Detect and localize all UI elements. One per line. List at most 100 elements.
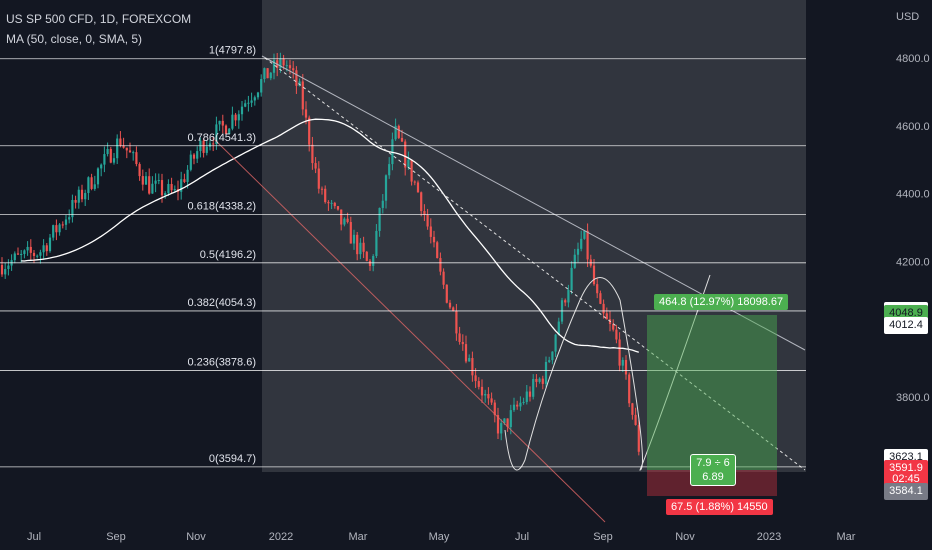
candle-body xyxy=(327,202,330,204)
candle-body xyxy=(93,184,96,189)
candle-body xyxy=(528,391,532,397)
fib-level-label: 0.382(4054.3) xyxy=(188,297,257,309)
candle-body xyxy=(516,404,519,407)
candle-body xyxy=(509,410,512,428)
candle-body xyxy=(218,120,221,125)
time-tick: Mar xyxy=(349,531,368,543)
candle-body xyxy=(404,141,407,168)
time-tick: 2023 xyxy=(757,531,781,543)
time-tick: Jul xyxy=(515,531,529,543)
candle-body xyxy=(4,269,7,275)
candle-body xyxy=(170,184,173,191)
candle-body xyxy=(420,192,423,212)
price-tick: 4800.0 xyxy=(896,53,930,65)
currency-label: USD xyxy=(896,11,919,23)
candle-body xyxy=(221,120,224,126)
candle-body xyxy=(39,252,42,256)
candle-body xyxy=(48,237,52,252)
candle-body xyxy=(157,180,160,182)
candle-body xyxy=(314,163,317,169)
candle-body xyxy=(400,137,404,142)
time-tick: Jul xyxy=(27,531,41,543)
candle-body xyxy=(564,300,567,303)
candle-body xyxy=(468,358,471,362)
candle-body xyxy=(621,359,624,366)
candle-body xyxy=(71,199,74,218)
candle-body xyxy=(484,394,487,396)
candle-body xyxy=(138,164,141,177)
candle-body xyxy=(464,344,468,362)
candle-body xyxy=(87,177,90,194)
candle-body xyxy=(186,169,189,182)
candle-body xyxy=(112,158,116,163)
candle-body xyxy=(224,125,228,135)
candle-body xyxy=(119,138,122,146)
indicator-legend[interactable]: MA (50, close, 0, SMA, 5) xyxy=(6,32,143,46)
candle-body xyxy=(16,253,20,255)
candle-body xyxy=(599,293,602,304)
candlestick-series xyxy=(0,52,640,456)
profit-zone[interactable] xyxy=(647,315,777,470)
projection-curve-2[interactable] xyxy=(619,274,711,471)
fib-level-label: 0.618(4338.2) xyxy=(188,201,257,213)
candle-body xyxy=(519,402,522,407)
candle-body xyxy=(512,404,516,411)
candle-body xyxy=(525,391,528,402)
candle-body xyxy=(541,378,544,384)
candle-body xyxy=(122,145,125,148)
candle-body xyxy=(586,230,589,260)
risk-reward-box: 7.9 ÷ 6 6.89 xyxy=(690,454,736,486)
time-tick: Sep xyxy=(106,531,126,543)
candle-body xyxy=(13,253,16,261)
projection-curve-1[interactable] xyxy=(504,277,621,471)
candle-body xyxy=(634,414,637,425)
candle-body xyxy=(61,224,64,226)
price-tick: 4600.0 xyxy=(896,121,930,133)
candle-body xyxy=(231,114,234,129)
time-tick: 2022 xyxy=(269,531,293,543)
candle-body xyxy=(496,415,500,434)
candle-body xyxy=(375,230,378,257)
candle-body xyxy=(368,260,372,266)
candle-body xyxy=(602,303,605,314)
candle-body xyxy=(266,68,269,79)
candle-body xyxy=(618,339,621,366)
candle-body xyxy=(439,258,442,272)
candle-body xyxy=(84,193,87,200)
time-tick: May xyxy=(429,531,450,543)
candle-body xyxy=(480,386,484,396)
candle-body xyxy=(535,378,538,382)
candle-body xyxy=(500,423,503,434)
candle-body xyxy=(461,341,464,345)
candle-body xyxy=(196,151,199,159)
candle-body xyxy=(167,184,170,194)
candle-body xyxy=(36,255,39,257)
candle-body xyxy=(544,361,548,384)
candle-body xyxy=(336,206,340,210)
candle-body xyxy=(64,219,68,225)
candle-body xyxy=(592,265,596,285)
candle-body xyxy=(205,146,208,153)
candle-body xyxy=(576,248,580,255)
candle-body xyxy=(490,398,493,403)
candle-body xyxy=(282,58,285,66)
candle-body xyxy=(173,189,176,191)
candle-body xyxy=(189,154,192,170)
candle-body xyxy=(160,180,164,196)
symbol-title[interactable]: US SP 500 CFD, 1D, FOREXCOM xyxy=(6,12,192,26)
candle-body xyxy=(240,106,244,115)
candle-body xyxy=(410,159,413,182)
candle-body xyxy=(109,148,112,163)
fib-retracement[interactable]: 1(4797.8) 0.786(4541.3) 0.618(4338.2) 0.5(4… xyxy=(0,45,806,468)
candle-body xyxy=(29,246,32,253)
candle-body xyxy=(570,267,573,291)
price-tag: 3584.1 xyxy=(884,482,928,500)
candle-body xyxy=(125,147,128,151)
candle-body xyxy=(487,394,490,399)
candle-body xyxy=(103,154,106,165)
candle-body xyxy=(269,72,272,79)
candle-body xyxy=(148,176,151,194)
dashed-midline[interactable] xyxy=(264,57,806,471)
lower-trendline[interactable] xyxy=(214,139,606,523)
